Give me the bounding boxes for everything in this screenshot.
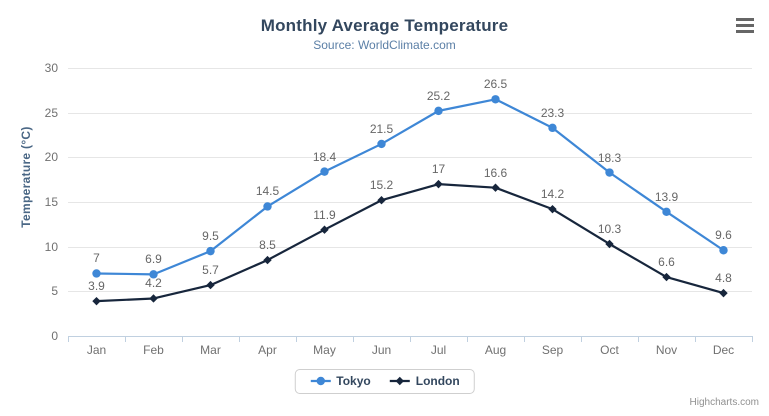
x-axis-label-feb: Feb [143,343,164,357]
hamburger-bar-1 [736,17,754,21]
hamburger-menu-icon[interactable] [733,14,757,36]
x-axis-label-jan: Jan [86,343,107,357]
gridline-30 [68,68,752,69]
x-axis-tick-5 [353,336,354,342]
x-axis-tick-2 [182,336,183,342]
x-axis-label-jul: Jul [430,343,447,357]
data-label-tokyo-feb: 6.9 [145,252,162,267]
legend-item-tokyo[interactable]: Tokyo [309,374,371,388]
y-axis-title: Temperature (°C) [19,126,33,228]
data-label-london-jun: 15.2 [369,178,394,193]
data-label-tokyo-jan: 7 [93,251,100,266]
x-axis-label-aug: Aug [484,343,507,357]
data-label-london-apr: 8.5 [259,238,276,253]
y-axis-label-10: 10 [44,239,58,254]
data-label-london-aug: 16.6 [483,165,508,180]
data-label-london-oct: 10.3 [597,221,622,236]
legend-marker-tokyo-icon [310,376,331,386]
x-axis-label-nov: Nov [655,343,678,357]
data-label-tokyo-nov: 13.9 [654,189,679,204]
data-label-london-mar: 5.7 [202,263,219,278]
legend-label-london: London [415,374,460,388]
data-label-london-jan: 3.9 [88,279,105,294]
data-label-london-sep: 14.2 [540,187,565,202]
gridline-25 [68,112,752,114]
x-axis-tick-11 [695,336,696,342]
data-label-tokyo-jun: 21.5 [369,121,394,136]
data-label-london-dec: 4.8 [715,271,732,286]
chart-legend: Tokyo London [294,369,475,394]
x-axis-label-dec: Dec [712,343,735,357]
data-label-london-feb: 4.2 [145,276,162,291]
data-label-tokyo-sep: 23.3 [540,105,565,120]
y-axis-label-5: 5 [51,284,58,299]
data-label-tokyo-mar: 9.5 [202,229,219,244]
x-axis-tick-10 [638,336,639,342]
x-axis-tick-3 [239,336,240,342]
data-label-tokyo-jul: 25.2 [426,88,451,103]
gridline-10 [68,246,752,248]
x-axis-tick-0 [68,336,69,342]
x-axis-label-apr: Apr [258,343,277,357]
y-axis-label-15: 15 [44,195,58,209]
data-label-tokyo-apr: 14.5 [255,184,280,199]
y-axis-label-30: 30 [44,61,58,75]
y-axis-label-0: 0 [51,329,58,343]
x-axis-tick-12 [752,336,753,342]
hamburger-bar-3 [736,29,754,33]
data-label-london-nov: 6.6 [658,255,675,270]
x-axis-label-sep: Sep [541,343,564,357]
credits-link[interactable]: Highcharts.com [689,397,759,408]
legend-marker-london-icon [389,376,410,386]
hamburger-bar-2 [736,23,754,27]
gridline-5 [68,291,752,293]
legend-label-tokyo: Tokyo [336,374,371,388]
x-axis-tick-7 [467,336,468,342]
x-axis-label-mar: Mar [200,343,221,357]
x-axis-label-oct: Oct [600,343,619,357]
chart-subtitle: Source: WorldClimate.com [313,38,456,52]
data-label-tokyo-may: 18.4 [312,149,337,164]
x-axis-label-may: May [313,343,336,357]
gridline-20 [68,157,752,159]
x-axis-tick-6 [410,336,411,342]
data-label-london-jul: 17 [431,162,446,177]
x-axis-tick-1 [125,336,126,342]
y-axis-label-25: 25 [44,105,58,120]
data-label-tokyo-oct: 18.3 [597,150,622,165]
x-axis-tick-8 [524,336,525,342]
y-axis-label-20: 20 [44,150,58,165]
data-label-tokyo-dec: 9.6 [715,228,732,243]
x-axis-label-jun: Jun [371,343,392,357]
x-axis-tick-4 [296,336,297,342]
chart-title: Monthly Average Temperature [260,16,509,35]
x-axis-tick-9 [581,336,582,342]
data-label-tokyo-aug: 26.5 [483,77,508,92]
data-label-london-may: 11.9 [313,207,336,222]
legend-item-london[interactable]: London [389,374,460,388]
